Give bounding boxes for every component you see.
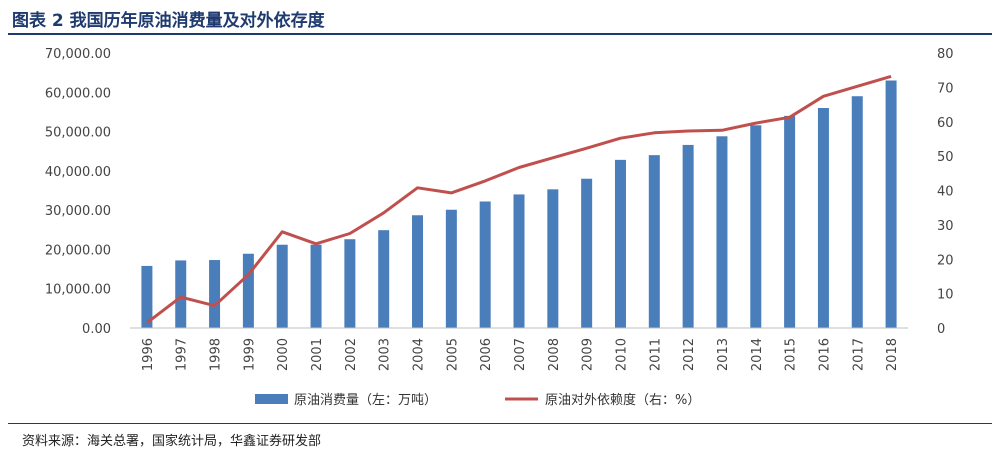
bar-series [141,80,897,329]
x-tick-label: 1999 [242,338,257,371]
bar-2008 [547,189,559,328]
left-tick-label: 40,000.00 [45,165,111,180]
x-tick-label: 2008 [547,338,562,371]
left-tick-label: 30,000.00 [45,204,111,219]
title-underline [8,33,992,35]
bar-2000 [276,244,288,328]
chart-title: 图表 2 我国历年原油消费量及对外依存度 [12,11,325,31]
x-tick-label: 2006 [479,338,494,371]
legend-line-label: 原油对外依赖度（右：%） [545,392,700,408]
x-tick-label: 2004 [412,338,427,371]
bar-2001 [310,244,322,328]
x-tick-label: 2018 [885,338,900,371]
right-tick-label: 0 [937,322,945,337]
x-tick-label: 1996 [141,338,156,371]
right-tick-label: 20 [937,253,954,268]
right-tick-label: 70 [937,81,954,96]
footer-divider [8,423,992,424]
bar-2009 [581,178,593,328]
x-tick-label: 2001 [310,338,325,371]
bar-1998 [209,260,221,328]
bar-2013 [716,136,728,328]
bar-1996 [141,265,153,328]
x-tick-label: 2011 [648,338,663,371]
x-tick-label: 2003 [378,338,393,371]
source-note: 资料来源：海关总署，国家统计局，华鑫证券研发部 [22,434,322,449]
right-tick-label: 60 [937,116,954,131]
bar-2015 [784,115,796,328]
x-tick-label: 2009 [581,338,596,371]
x-tick-label: 2017 [851,338,866,371]
bar-2005 [445,209,457,328]
x-tick-label: 2005 [445,338,460,371]
bar-2010 [614,159,626,328]
x-tick-label: 1997 [175,338,190,371]
x-tick-label: 1998 [209,338,224,371]
bar-2004 [412,215,424,328]
left-tick-label: 50,000.00 [45,126,111,141]
bar-2018 [885,80,897,328]
bar-2014 [750,125,762,329]
bar-2011 [648,155,660,328]
right-tick-label: 80 [937,47,954,62]
left-tick-label: 70,000.00 [45,47,111,62]
x-tick-label: 2007 [513,338,528,371]
left-tick-label: 60,000.00 [45,86,111,101]
bar-2007 [513,194,525,328]
bar-2016 [817,108,829,328]
x-tick-label: 2002 [344,338,359,371]
right-axis-ticks: 0 10 20 30 40 50 60 70 80 [937,47,954,337]
bar-2017 [851,96,863,328]
right-tick-label: 30 [937,219,954,234]
bar-2012 [682,144,694,328]
x-tick-label: 2000 [276,338,291,371]
left-tick-label: 0.00 [82,322,111,337]
bar-1997 [175,260,187,328]
x-tick-label: 2012 [682,338,697,371]
x-tick-label: 2016 [817,338,832,371]
x-tick-label: 2014 [750,338,765,371]
right-tick-label: 50 [937,150,954,165]
x-axis-ticks: 1996 1997 1998 1999 2000 2001 2002 2003 2004 2005… [130,327,908,371]
x-tick-label: 2015 [784,338,799,371]
legend-bar-swatch [255,394,288,404]
bar-2006 [479,201,491,328]
x-tick-label: 2013 [716,338,731,371]
line-series [145,74,892,324]
right-tick-label: 10 [937,288,954,303]
left-tick-label: 10,000.00 [45,283,111,298]
dependency-line [145,74,892,324]
right-tick-label: 40 [937,185,954,200]
left-tick-label: 20,000.00 [45,243,111,258]
legend-bar-label: 原油消费量（左：万吨） [294,393,437,408]
bar-1999 [242,253,254,328]
left-axis-ticks: 0.00 10,000.00 20,000.00 30,000.00 40,000.00… [45,47,111,337]
x-tick-label: 2010 [614,338,629,371]
legend: 原油消费量（左：万吨） 原油对外依赖度（右：%） [255,392,700,408]
bar-2003 [378,230,390,328]
bar-2002 [344,239,356,328]
